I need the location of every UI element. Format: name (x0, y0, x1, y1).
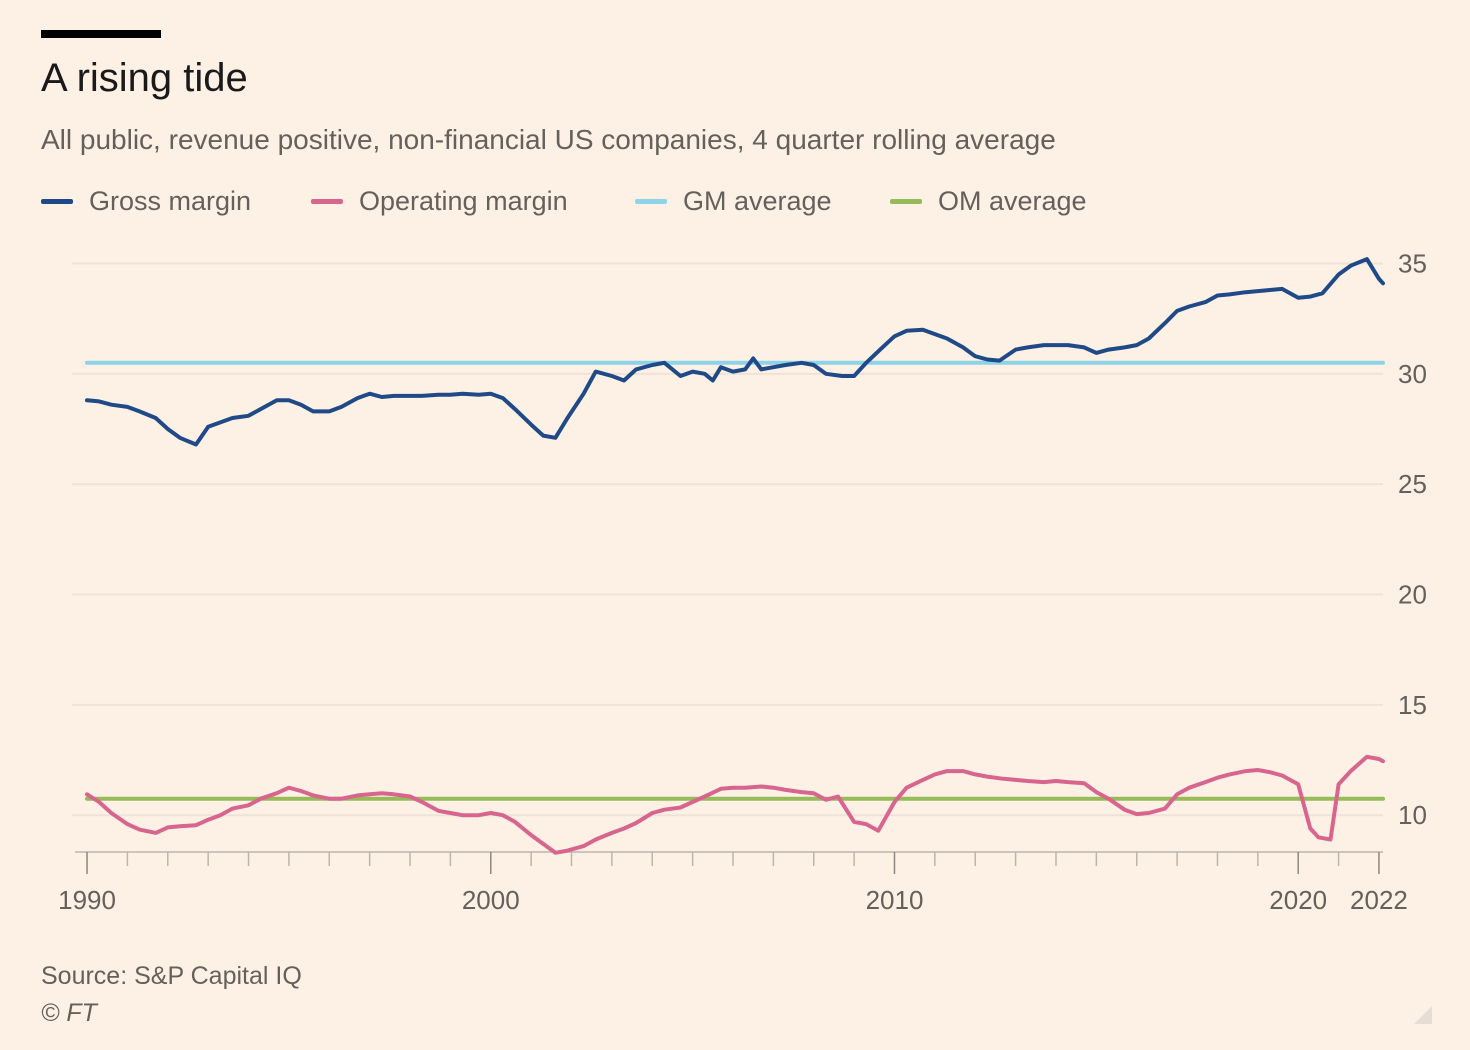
legend-label-gm-average: GM average (683, 186, 832, 216)
legend-label-gross-margin: Gross margin (89, 186, 252, 216)
x-tick-label-1990: 1990 (58, 885, 116, 915)
top-accent-bar (41, 30, 161, 38)
legend-label-operating-margin: Operating margin (359, 186, 568, 216)
x-axis: 1990 2000 2010 2020 2022 (58, 851, 1408, 915)
y-tick-label-15: 15 (1398, 690, 1427, 720)
legend: Gross margin Operating margin GM average… (41, 186, 1241, 220)
y-tick-label-10: 10 (1398, 800, 1427, 830)
legend-swatch-om-average (890, 199, 922, 204)
x-tick-label-2020: 2020 (1269, 885, 1327, 915)
series-line-operating-margin (85, 754, 1385, 855)
series-line-gross-margin (85, 257, 1385, 447)
legend-item-operating-margin: Operating margin (311, 186, 568, 217)
y-tick-label-20: 20 (1398, 580, 1427, 610)
legend-swatch-gm-average (635, 199, 667, 204)
source-note: Source: S&P Capital IQ (41, 962, 302, 990)
y-tick-label-25: 25 (1398, 469, 1427, 499)
x-tick-label-2010: 2010 (866, 885, 924, 915)
chart-subtitle: All public, revenue positive, non-financ… (41, 124, 1056, 155)
y-axis: 10 15 20 25 30 35 (1398, 248, 1427, 830)
series-lines (85, 257, 1385, 855)
x-tick-label-2022: 2022 (1350, 885, 1408, 915)
resize-corner (1414, 1006, 1432, 1024)
legend-swatch-operating-margin (311, 199, 343, 204)
y-tick-label-35: 35 (1398, 248, 1427, 278)
copyright: © FT (41, 999, 97, 1027)
gridlines (72, 262, 1383, 817)
legend-label-om-average: OM average (938, 186, 1087, 216)
chart-title: A rising tide (41, 56, 248, 100)
legend-item-gross-margin: Gross margin (41, 186, 251, 217)
x-tick-label-2000: 2000 (462, 885, 520, 915)
line-chart: 10 15 20 25 30 35 1990 2000 2010 2020 2022 (58, 248, 1427, 915)
legend-swatch-gross-margin (41, 199, 73, 204)
legend-item-om-average: OM average (890, 186, 1087, 217)
y-tick-label-30: 30 (1398, 359, 1427, 389)
legend-item-gm-average: GM average (635, 186, 832, 217)
